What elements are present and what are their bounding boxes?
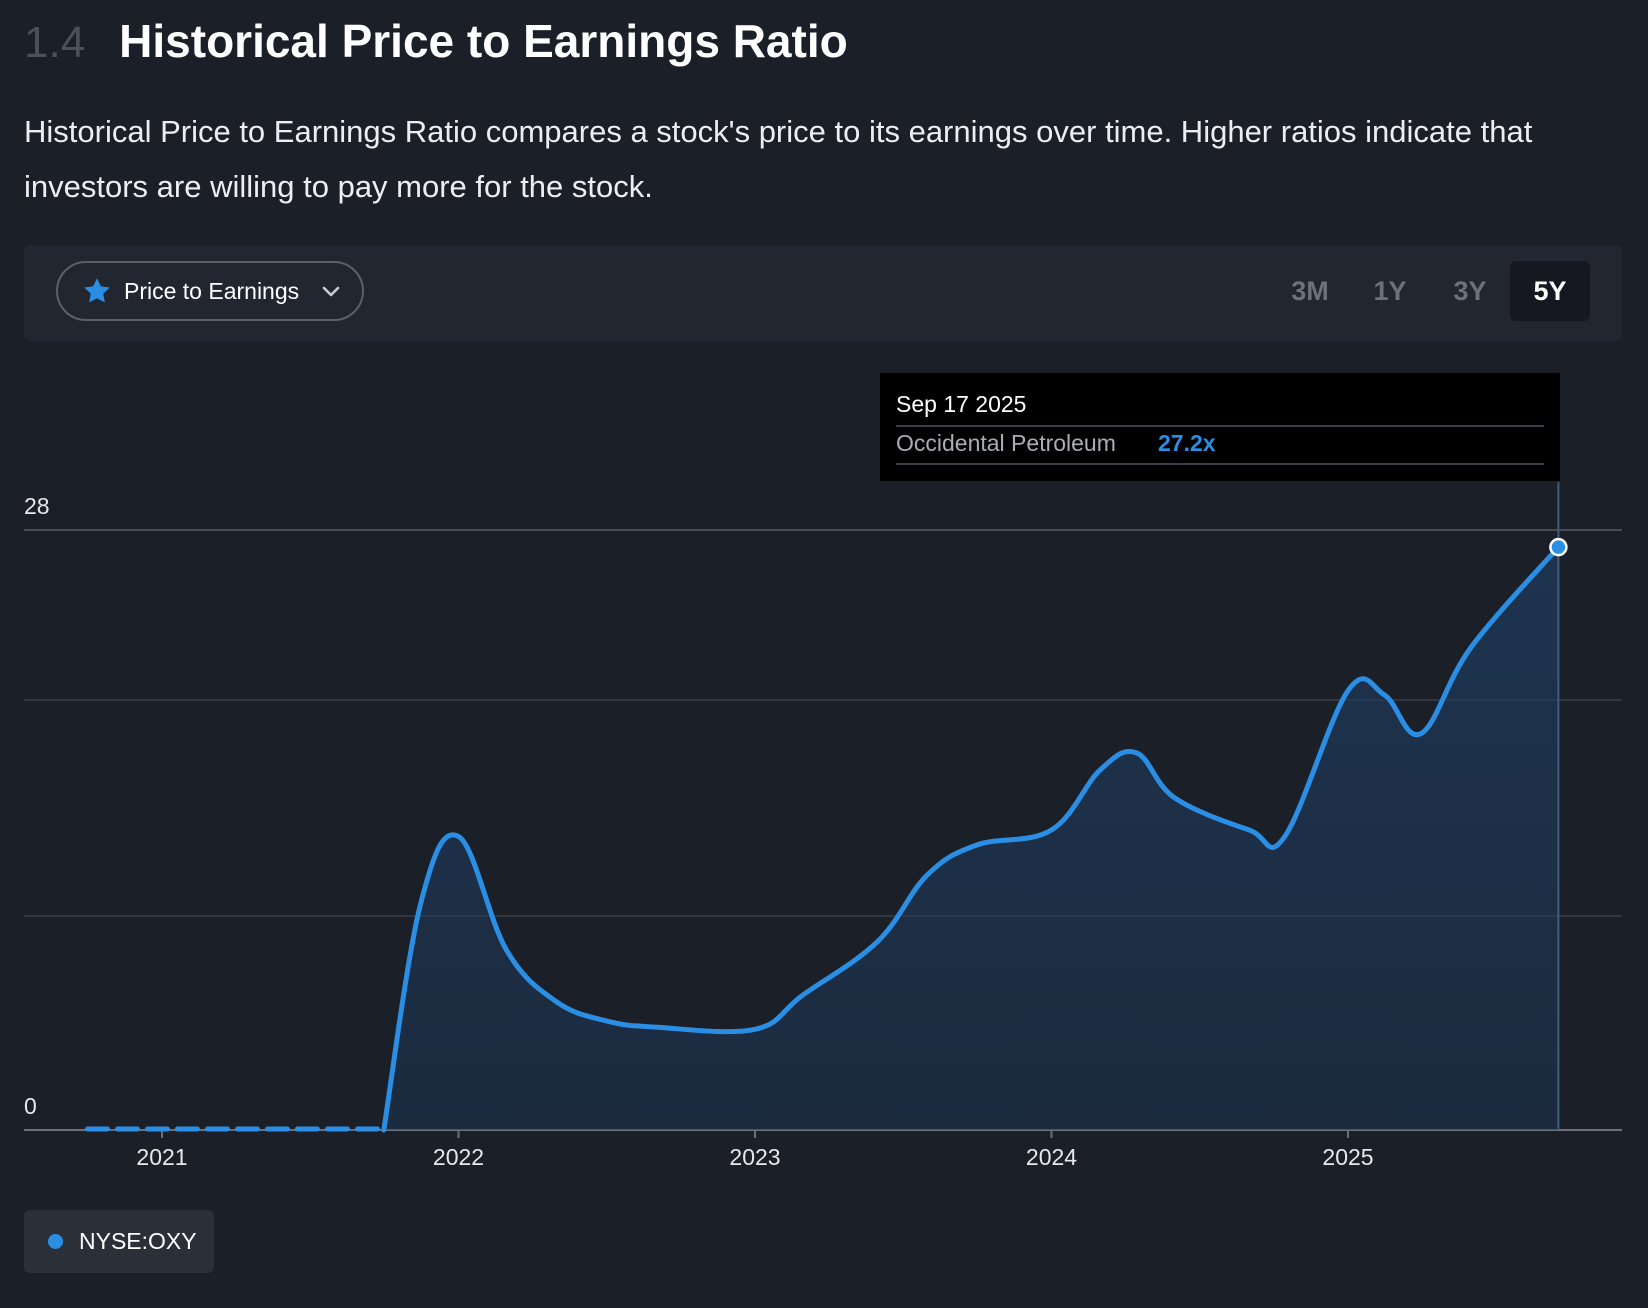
pe-ratio-chart[interactable]: 28 0 2021 2022 2023 2024 2025 [0, 360, 1648, 1170]
legend-color-dot [48, 1234, 63, 1249]
x-tick-label: 2021 [136, 1144, 187, 1170]
tooltip-date: Sep 17 2025 [896, 391, 1027, 417]
tooltip-divider [896, 463, 1544, 465]
legend-label: NYSE:OXY [79, 1228, 197, 1254]
legend-item[interactable]: NYSE:OXY [24, 1210, 214, 1273]
period-button-3m[interactable]: 3M [1291, 276, 1329, 306]
section-number: 1.4 [24, 18, 86, 67]
y-tick-label: 28 [24, 493, 50, 519]
section-description: Historical Price to Earnings Ratio compa… [24, 114, 1533, 204]
period-button-3y[interactable]: 3Y [1453, 276, 1487, 306]
tooltip-series-name: Occidental Petroleum [896, 430, 1116, 456]
period-selector: 3M 1Y 3Y 5Y [1270, 261, 1590, 321]
metric-dropdown-label: Price to Earnings [124, 277, 300, 304]
period-button-1y[interactable]: 1Y [1373, 276, 1407, 306]
period-button-5y[interactable]: 5Y [1510, 261, 1590, 321]
page-title: Historical Price to Earnings Ratio [119, 15, 848, 67]
x-tick-label: 2023 [729, 1144, 780, 1170]
chevron-down-icon [322, 286, 340, 297]
chart-toolbar: Price to Earnings 3M 1Y 3Y 5Y [24, 245, 1622, 341]
tooltip-divider [896, 425, 1544, 427]
series-line-nyse-oxy [381, 544, 1561, 1133]
metric-dropdown[interactable]: Price to Earnings [56, 261, 364, 321]
star-icon [84, 278, 110, 303]
x-tick-label: 2024 [1026, 1144, 1077, 1170]
chart-tooltip: Sep 17 2025 Occidental Petroleum 27.2x [880, 373, 1560, 481]
highlight-point [1549, 537, 1568, 557]
series-area [383, 547, 1559, 1130]
tooltip-value: 27.2x [1158, 430, 1216, 456]
x-tick-label: 2025 [1322, 1144, 1373, 1170]
section-header: 1.4 Historical Price to Earnings Ratio [24, 14, 848, 74]
y-tick-label: 0 [24, 1093, 37, 1119]
x-tick-label: 2022 [433, 1144, 484, 1170]
